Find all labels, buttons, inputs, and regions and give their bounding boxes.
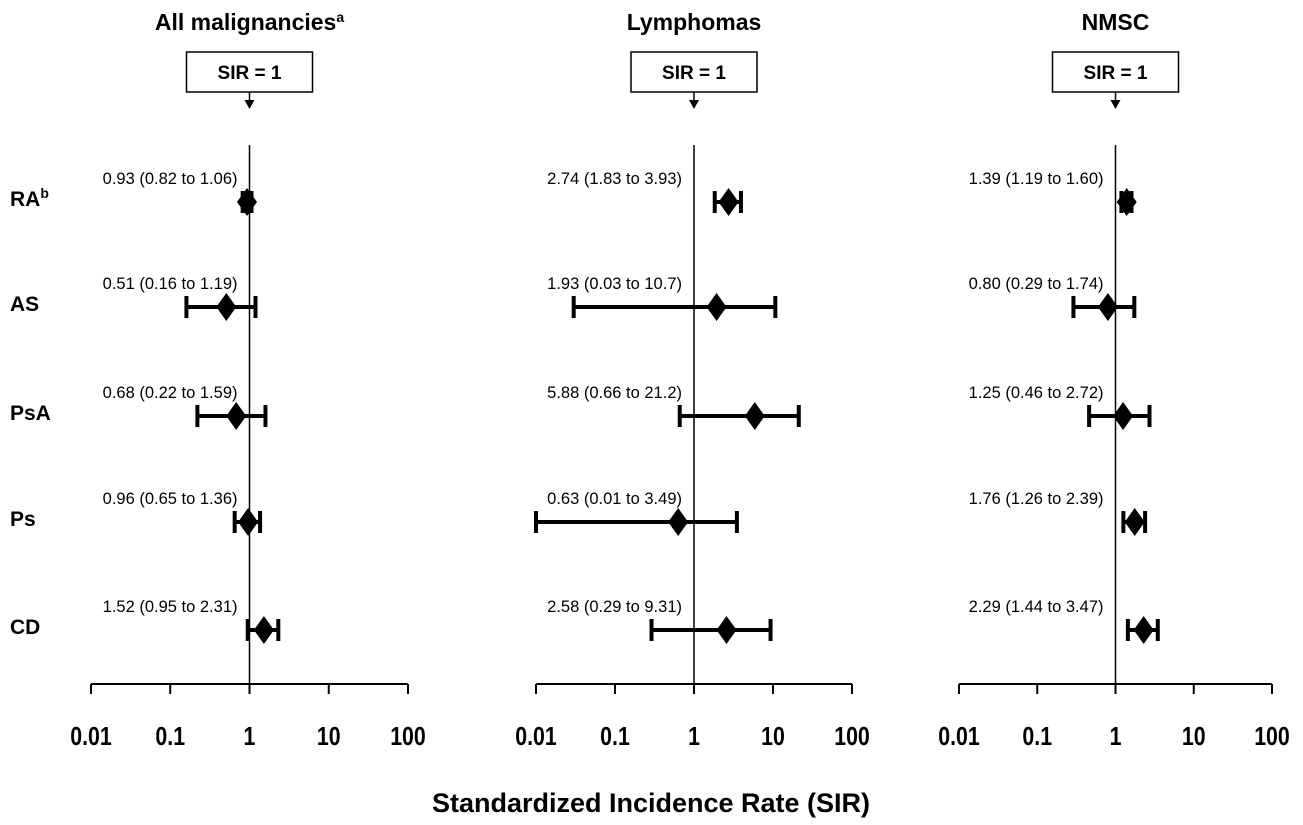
data-point-as: 0.51 (0.16 to 1.19): [103, 275, 258, 321]
x-tick-label: 0.1: [1022, 722, 1052, 752]
estimate-label: 0.96 (0.65 to 1.36): [103, 490, 238, 508]
reference-label: SIR = 1: [218, 63, 282, 84]
reference-arrow-head: [244, 100, 255, 109]
estimate-label: 0.51 (0.16 to 1.19): [103, 275, 238, 293]
data-point-cd: 2.58 (0.29 to 9.31): [547, 598, 773, 644]
point-estimate-diamond: [744, 402, 765, 430]
data-point-as: 1.93 (0.03 to 10.7): [547, 275, 778, 321]
estimate-label: 2.58 (0.29 to 9.31): [547, 598, 682, 616]
point-estimate-diamond: [716, 616, 737, 644]
x-tick-label: 1: [688, 722, 700, 752]
estimate-label: 1.39 (1.19 to 1.60): [969, 170, 1104, 188]
row-labels: RAb AS PsA Ps CD: [10, 185, 51, 639]
point-estimate-diamond: [1116, 188, 1137, 216]
data-point-ra: 1.39 (1.19 to 1.60): [969, 170, 1137, 216]
x-tick-label: 1: [1110, 722, 1122, 752]
point-estimate-diamond: [1113, 402, 1134, 430]
x-tick-label: 10: [761, 722, 785, 752]
panel-1: All malignanciesa SIR = 1 0.01 0.1 1 10 100 0.9…: [70, 9, 426, 752]
reference-box: [1051, 51, 1180, 93]
estimate-label: 2.74 (1.83 to 3.93): [547, 170, 682, 188]
data-point-ra: 0.93 (0.82 to 1.06): [103, 170, 258, 216]
row-label-ra: RAb: [10, 185, 49, 211]
data-point-ra: 2.74 (1.83 to 3.93): [547, 170, 743, 216]
reference-label: SIR = 1: [662, 63, 726, 84]
reference-arrow-head: [689, 100, 699, 109]
x-tick-label: 100: [390, 722, 426, 752]
data-point-ps: 1.76 (1.26 to 2.39): [969, 490, 1148, 536]
estimate-label: 0.93 (0.82 to 1.06): [103, 170, 238, 188]
point-estimate-diamond: [1097, 293, 1118, 321]
estimate-label: 1.25 (0.46 to 2.72): [969, 384, 1104, 402]
data-point-cd: 1.52 (0.95 to 2.31): [103, 598, 281, 644]
data-point-ps: 0.63 (0.01 to 3.49): [534, 490, 739, 536]
x-tick-label: 100: [834, 722, 870, 752]
estimate-label: 1.93 (0.03 to 10.7): [547, 275, 682, 293]
reference-box: [630, 51, 758, 93]
estimate-label: 0.63 (0.01 to 3.49): [547, 490, 682, 508]
x-tick-label: 1: [244, 722, 256, 752]
data-point-as: 0.80 (0.29 to 1.74): [969, 275, 1137, 321]
point-estimate-diamond: [216, 293, 237, 321]
data-point-psa: 0.68 (0.22 to 1.59): [103, 384, 268, 430]
estimate-label: 2.29 (1.44 to 3.47): [969, 598, 1104, 616]
data-point-psa: 5.88 (0.66 to 21.2): [547, 384, 801, 430]
row-label-as: AS: [10, 293, 39, 316]
x-tick-label: 10: [1182, 722, 1206, 752]
point-estimate-diamond: [706, 293, 727, 321]
x-tick-label: 0.01: [70, 722, 111, 752]
row-label-ps: Ps: [10, 508, 36, 531]
x-axis-label: Standardized Incidence Rate (SIR): [432, 788, 870, 818]
x-tick-label: 0.01: [515, 722, 556, 752]
x-tick-label: 100: [1254, 722, 1290, 752]
estimate-label: 0.80 (0.29 to 1.74): [969, 275, 1104, 293]
panels: All malignanciesa SIR = 1 0.01 0.1 1 10 100 0.9…: [70, 9, 1290, 752]
point-estimate-diamond: [238, 508, 259, 536]
panel-title-superscript: a: [336, 9, 344, 25]
panel-title: NMSC: [1082, 9, 1150, 35]
point-estimate-diamond: [1133, 616, 1154, 644]
point-estimate-diamond: [1124, 508, 1145, 536]
point-estimate-diamond: [237, 188, 258, 216]
estimate-label: 5.88 (0.66 to 21.2): [547, 384, 682, 402]
reference-box: [185, 51, 314, 93]
x-tick-label: 0.1: [155, 722, 185, 752]
estimate-label: 1.52 (0.95 to 2.31): [103, 598, 238, 616]
reference-arrow-head: [1110, 100, 1121, 109]
data-point-cd: 2.29 (1.44 to 3.47): [969, 598, 1160, 644]
point-estimate-diamond: [668, 508, 689, 536]
panel-title: Lymphomas: [627, 9, 762, 35]
x-tick-label: 0.1: [600, 722, 630, 752]
row-label-cd: CD: [10, 616, 40, 639]
estimate-label: 1.76 (1.26 to 2.39): [969, 490, 1104, 508]
reference-label: SIR = 1: [1084, 63, 1148, 84]
point-estimate-diamond: [718, 188, 739, 216]
row-label-superscript: b: [40, 185, 49, 201]
point-estimate-diamond: [253, 616, 274, 644]
data-point-ps: 0.96 (0.65 to 1.36): [103, 490, 263, 536]
panel-2: Lymphomas SIR = 1 0.01 0.1 1 10 100 2.74 (1.83 …: [515, 9, 870, 752]
data-point-psa: 1.25 (0.46 to 2.72): [969, 384, 1152, 430]
x-tick-label: 10: [317, 722, 341, 752]
estimate-label: 0.68 (0.22 to 1.59): [103, 384, 238, 402]
panel-title: All malignanciesa: [155, 9, 345, 35]
panel-3: NMSC SIR = 1 0.01 0.1 1 10 100 1.39 (1.19 to 1.…: [938, 9, 1290, 752]
point-estimate-diamond: [226, 402, 247, 430]
row-label-psa: PsA: [10, 402, 51, 425]
x-tick-label: 0.01: [938, 722, 979, 752]
